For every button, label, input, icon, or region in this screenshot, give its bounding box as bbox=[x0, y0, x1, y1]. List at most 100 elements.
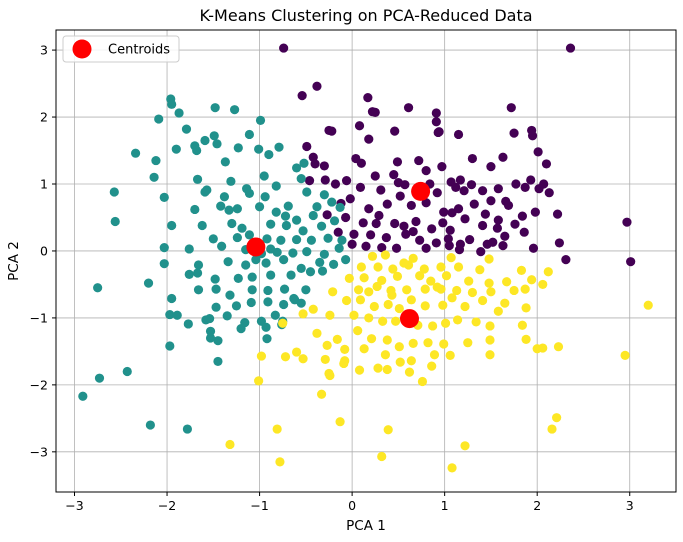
data-point-cluster-2 bbox=[484, 278, 494, 288]
data-point-cluster-2 bbox=[463, 338, 473, 348]
data-point-cluster-2 bbox=[373, 262, 383, 272]
data-point-cluster-2 bbox=[429, 350, 440, 360]
data-point-cluster-1 bbox=[184, 269, 194, 279]
x-tick-label: 1 bbox=[441, 498, 449, 513]
data-point-cluster-0 bbox=[460, 214, 470, 224]
data-point-cluster-2 bbox=[320, 354, 330, 365]
data-point-cluster-1 bbox=[274, 142, 284, 152]
data-point-cluster-2 bbox=[367, 251, 378, 261]
data-point-cluster-0 bbox=[390, 126, 400, 136]
x-tick-label: 2 bbox=[533, 498, 541, 513]
data-point-cluster-0 bbox=[493, 215, 503, 225]
data-point-cluster-0 bbox=[506, 103, 516, 113]
data-point-cluster-1 bbox=[241, 260, 251, 270]
data-point-cluster-2 bbox=[356, 262, 366, 272]
data-point-cluster-2 bbox=[620, 350, 630, 361]
data-point-cluster-2 bbox=[394, 342, 404, 352]
data-point-cluster-1 bbox=[183, 319, 193, 329]
data-point-cluster-1 bbox=[302, 247, 312, 257]
data-point-cluster-2 bbox=[521, 334, 531, 344]
data-point-cluster-1 bbox=[222, 311, 232, 321]
data-point-cluster-1 bbox=[143, 278, 154, 288]
legend-box bbox=[62, 35, 180, 63]
data-point-cluster-1 bbox=[281, 220, 292, 231]
data-point-cluster-2 bbox=[440, 318, 451, 328]
data-point-cluster-2 bbox=[500, 298, 510, 308]
data-point-cluster-2 bbox=[364, 287, 374, 297]
data-point-cluster-1 bbox=[213, 336, 223, 346]
chart-title: K-Means Clustering on PCA-Reduced Data bbox=[199, 6, 532, 25]
legend-centroid-marker bbox=[72, 39, 92, 59]
data-point-cluster-2 bbox=[516, 265, 527, 275]
data-point-cluster-0 bbox=[431, 117, 441, 127]
y-tick-label: 1 bbox=[40, 177, 48, 192]
data-point-cluster-1 bbox=[263, 297, 273, 307]
data-point-cluster-1 bbox=[225, 290, 235, 300]
data-point-cluster-1 bbox=[262, 234, 272, 244]
x-tick-label: −1 bbox=[250, 498, 268, 513]
data-point-cluster-1 bbox=[296, 263, 306, 273]
data-point-cluster-1 bbox=[78, 391, 88, 401]
data-point-cluster-1 bbox=[266, 219, 276, 229]
data-point-cluster-2 bbox=[527, 275, 537, 285]
data-point-cluster-1 bbox=[337, 235, 347, 245]
data-point-cluster-0 bbox=[399, 221, 409, 231]
data-point-cluster-0 bbox=[376, 185, 386, 195]
data-point-cluster-1 bbox=[301, 285, 311, 295]
data-point-cluster-2 bbox=[464, 276, 474, 286]
data-point-cluster-0 bbox=[381, 232, 391, 243]
data-point-cluster-0 bbox=[459, 186, 469, 196]
data-point-cluster-2 bbox=[378, 316, 388, 326]
data-point-cluster-1 bbox=[167, 99, 177, 109]
data-point-cluster-1 bbox=[233, 143, 243, 153]
data-point-cluster-0 bbox=[469, 199, 479, 209]
data-point-cluster-0 bbox=[534, 184, 544, 194]
data-point-cluster-1 bbox=[213, 356, 223, 367]
data-point-cluster-2 bbox=[452, 285, 462, 296]
data-point-cluster-2 bbox=[446, 253, 456, 263]
data-point-cluster-0 bbox=[361, 241, 371, 251]
data-point-cluster-1 bbox=[291, 215, 302, 225]
data-point-cluster-1 bbox=[247, 272, 257, 282]
data-point-cluster-0 bbox=[341, 212, 351, 223]
data-point-cluster-1 bbox=[192, 174, 203, 184]
data-point-cluster-0 bbox=[330, 179, 341, 189]
data-point-cluster-2 bbox=[475, 265, 485, 275]
data-point-cluster-2 bbox=[643, 300, 653, 310]
data-point-cluster-0 bbox=[297, 91, 307, 101]
data-point-cluster-2 bbox=[471, 317, 481, 327]
data-point-cluster-0 bbox=[503, 200, 514, 211]
data-point-cluster-0 bbox=[370, 107, 380, 117]
data-point-cluster-0 bbox=[445, 225, 455, 235]
data-point-cluster-2 bbox=[335, 417, 345, 427]
data-point-cluster-0 bbox=[480, 209, 490, 219]
data-point-cluster-0 bbox=[345, 194, 355, 204]
data-point-cluster-0 bbox=[312, 81, 322, 91]
data-point-cluster-1 bbox=[266, 244, 276, 254]
data-point-cluster-0 bbox=[366, 230, 376, 240]
data-point-cluster-0 bbox=[411, 216, 421, 227]
data-point-cluster-1 bbox=[182, 424, 193, 434]
data-point-cluster-2 bbox=[359, 273, 369, 283]
centroid-marker bbox=[246, 237, 266, 257]
data-point-cluster-1 bbox=[219, 192, 230, 202]
data-point-cluster-1 bbox=[306, 235, 317, 245]
data-point-cluster-0 bbox=[401, 229, 411, 239]
data-point-cluster-2 bbox=[520, 284, 530, 294]
data-point-cluster-1 bbox=[237, 223, 247, 233]
data-point-cluster-1 bbox=[323, 233, 333, 243]
data-point-cluster-1 bbox=[244, 230, 255, 240]
data-point-cluster-2 bbox=[485, 335, 495, 345]
data-point-cluster-1 bbox=[154, 114, 164, 124]
data-point-cluster-2 bbox=[423, 338, 433, 348]
data-point-cluster-1 bbox=[193, 260, 204, 270]
x-tick-label: 0 bbox=[348, 498, 356, 513]
data-point-cluster-0 bbox=[541, 159, 552, 169]
data-point-cluster-0 bbox=[527, 125, 537, 136]
data-point-cluster-0 bbox=[451, 182, 461, 192]
data-point-cluster-1 bbox=[270, 310, 280, 320]
data-point-cluster-1 bbox=[279, 299, 289, 310]
data-point-cluster-1 bbox=[271, 207, 281, 217]
data-point-cluster-1 bbox=[205, 333, 216, 343]
